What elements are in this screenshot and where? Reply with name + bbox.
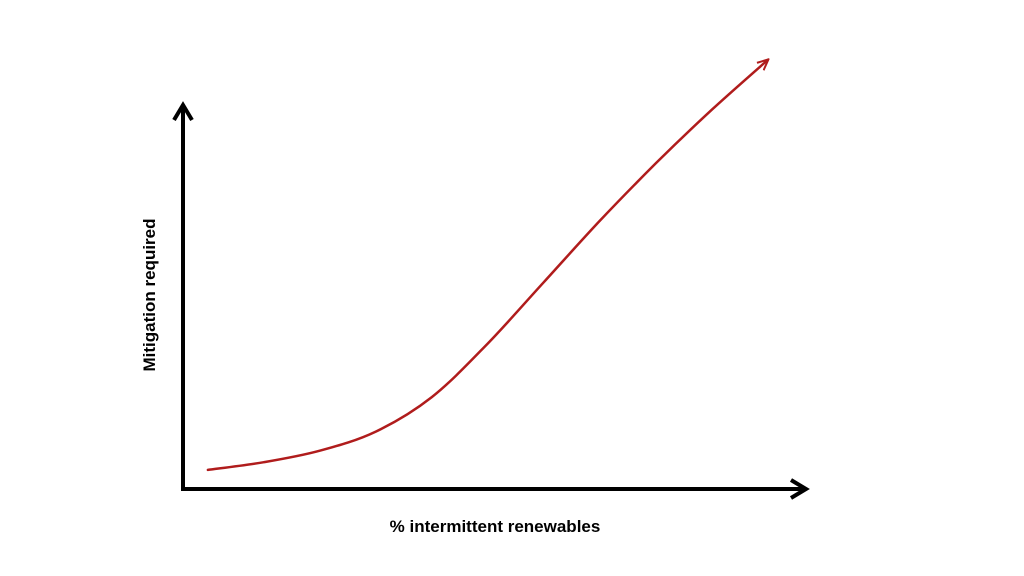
series-layer <box>206 60 768 472</box>
x-axis-arrowhead <box>789 478 810 500</box>
series-line-0 <box>206 60 768 472</box>
y-axis-label: Mitigation required <box>140 219 159 372</box>
x-axis-label: % intermittent renewables <box>390 517 601 536</box>
y-axis-arrowhead <box>172 101 194 122</box>
